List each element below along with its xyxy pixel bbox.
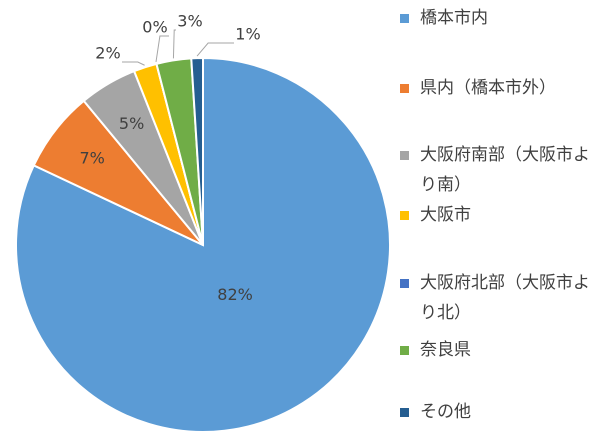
pie-slice: [190, 56, 204, 246]
legend-item: 大阪府南部（大阪市より南）: [400, 140, 590, 200]
legend-label: 奈良県: [420, 340, 471, 360]
data-label: 1%: [235, 25, 260, 44]
legend-item: 橋本市内: [400, 3, 590, 33]
legend-label: 県内（橋本市外）: [420, 78, 556, 98]
legend-swatch: [400, 14, 409, 23]
data-label: 82%: [217, 285, 253, 304]
legend-swatch: [400, 279, 409, 288]
leader-line: [172, 29, 176, 59]
data-label: 0%: [142, 18, 167, 37]
data-label: 5%: [119, 114, 144, 133]
legend-label: その他: [420, 402, 471, 422]
leader-line: [155, 35, 169, 63]
legend-swatch: [400, 151, 409, 160]
leader-line: [196, 42, 234, 57]
legend-label: 大阪府北部（大阪市より北）: [420, 273, 590, 323]
legend-swatch: [400, 211, 409, 220]
legend-item: 大阪府北部（大阪市より北）: [400, 268, 590, 328]
legend-label: 橋本市内: [420, 8, 488, 28]
data-label: 3%: [177, 12, 202, 31]
legend-label: 大阪府南部（大阪市より南）: [420, 145, 590, 195]
legend-item: 県内（橋本市外）: [400, 73, 590, 103]
legend-label: 大阪市: [420, 205, 471, 225]
legend-item: 奈良県: [400, 335, 590, 365]
legend-item: その他: [400, 397, 590, 427]
data-label: 7%: [79, 149, 104, 168]
leader-line: [122, 61, 145, 66]
legend-swatch: [400, 346, 409, 355]
legend-swatch: [400, 408, 409, 417]
data-label: 2%: [95, 44, 120, 63]
legend-swatch: [400, 84, 409, 93]
legend-item: 大阪市: [400, 200, 590, 230]
